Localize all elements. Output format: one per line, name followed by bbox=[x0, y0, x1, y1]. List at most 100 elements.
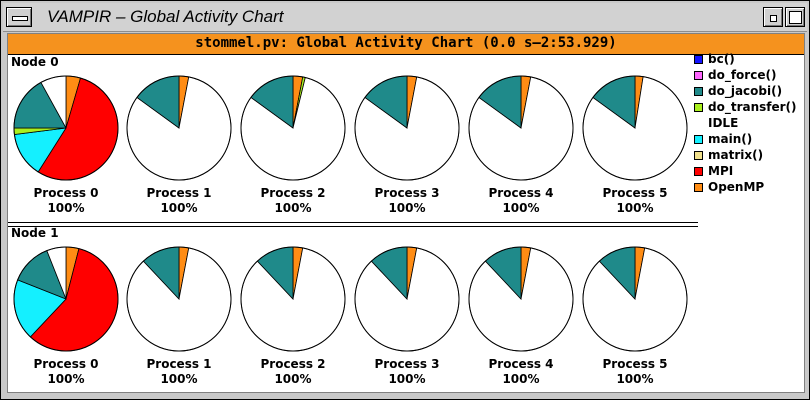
process-name: Process 3 bbox=[374, 357, 440, 371]
process-percent: 100% bbox=[274, 372, 312, 386]
pie-outline bbox=[582, 246, 688, 352]
node-label-0: Node 0 bbox=[11, 55, 59, 69]
process-percent: 100% bbox=[502, 201, 540, 215]
pie-node-1-process-2[interactable] bbox=[239, 245, 347, 353]
legend-swatch bbox=[694, 119, 703, 128]
process-label: Process 0 100% bbox=[11, 357, 121, 387]
process-percent: 100% bbox=[160, 372, 198, 386]
process-percent: 100% bbox=[388, 372, 426, 386]
pie-node-0-process-5[interactable] bbox=[581, 74, 689, 182]
process-label: Process 5 100% bbox=[580, 357, 690, 387]
process-name: Process 1 bbox=[146, 186, 212, 200]
node-label-1: Node 1 bbox=[11, 226, 59, 240]
pie-node-0-process-4[interactable] bbox=[467, 74, 575, 182]
minimize-glyph bbox=[770, 15, 777, 22]
pie-outline bbox=[354, 246, 460, 352]
process-label: Process 2 100% bbox=[238, 186, 348, 216]
legend-item[interactable]: main() bbox=[694, 132, 802, 148]
process-percent: 100% bbox=[616, 372, 654, 386]
legend: bc() do_force() do_jacobi() do_transfer() ID… bbox=[694, 52, 802, 196]
chart-header: stommel.pv: Global Activity Chart (0.0 s… bbox=[8, 34, 804, 55]
title-bar[interactable]: VAMPIR – Global Activity Chart bbox=[3, 3, 807, 32]
pie-node-0-process-3[interactable] bbox=[353, 74, 461, 182]
process-percent: 100% bbox=[388, 201, 426, 215]
process-percent: 100% bbox=[47, 201, 85, 215]
pie-outline bbox=[468, 246, 574, 352]
window-title: VAMPIR – Global Activity Chart bbox=[47, 7, 284, 26]
process-label: Process 3 100% bbox=[352, 186, 462, 216]
legend-item[interactable]: MPI bbox=[694, 164, 802, 180]
legend-label: main() bbox=[708, 132, 753, 146]
legend-swatch bbox=[694, 151, 703, 160]
pie-node-1-process-4[interactable] bbox=[467, 245, 575, 353]
legend-label: matrix() bbox=[708, 148, 764, 162]
process-name: Process 0 bbox=[33, 357, 99, 371]
legend-item[interactable]: IDLE bbox=[694, 116, 802, 132]
legend-item[interactable]: bc() bbox=[694, 52, 802, 68]
window-menu-icon[interactable] bbox=[6, 7, 32, 27]
legend-item[interactable]: do_transfer() bbox=[694, 100, 802, 116]
legend-item[interactable]: do_jacobi() bbox=[694, 84, 802, 100]
pie-outline bbox=[582, 75, 688, 181]
pie-node-1-process-1[interactable] bbox=[125, 245, 233, 353]
pie-node-0-process-0[interactable] bbox=[12, 74, 120, 182]
menu-bar-glyph bbox=[12, 16, 28, 21]
process-name: Process 1 bbox=[146, 357, 212, 371]
process-label: Process 5 100% bbox=[580, 186, 690, 216]
process-percent: 100% bbox=[47, 372, 85, 386]
process-percent: 100% bbox=[274, 201, 312, 215]
pie-node-1-process-3[interactable] bbox=[353, 245, 461, 353]
minimize-icon[interactable] bbox=[763, 7, 783, 27]
process-name: Process 4 bbox=[488, 357, 554, 371]
legend-swatch bbox=[694, 183, 703, 192]
chart-header-text: stommel.pv: Global Activity Chart (0.0 s… bbox=[195, 35, 617, 51]
chart-area: stommel.pv: Global Activity Chart (0.0 s… bbox=[7, 33, 805, 393]
process-percent: 100% bbox=[160, 201, 198, 215]
process-name: Process 5 bbox=[602, 357, 668, 371]
process-label: Process 4 100% bbox=[466, 186, 576, 216]
legend-item[interactable]: do_force() bbox=[694, 68, 802, 84]
pie-outline bbox=[240, 246, 346, 352]
legend-label: OpenMP bbox=[708, 180, 765, 194]
legend-swatch bbox=[694, 103, 703, 112]
legend-label: do_transfer() bbox=[708, 100, 797, 114]
process-percent: 100% bbox=[616, 201, 654, 215]
process-label: Process 0 100% bbox=[11, 186, 121, 216]
legend-swatch bbox=[694, 167, 703, 176]
pie-outline bbox=[126, 246, 232, 352]
legend-label: IDLE bbox=[708, 116, 739, 130]
process-label: Process 4 100% bbox=[466, 357, 576, 387]
pie-node-1-process-5[interactable] bbox=[581, 245, 689, 353]
process-name: Process 4 bbox=[488, 186, 554, 200]
pie-outline bbox=[468, 75, 574, 181]
process-label: Process 1 100% bbox=[124, 357, 234, 387]
pie-outline bbox=[13, 246, 119, 352]
process-label: Process 2 100% bbox=[238, 357, 348, 387]
pie-node-0-process-2[interactable] bbox=[239, 74, 347, 182]
pie-outline bbox=[354, 75, 460, 181]
process-name: Process 3 bbox=[374, 186, 440, 200]
legend-label: do_jacobi() bbox=[708, 84, 783, 98]
legend-item[interactable]: OpenMP bbox=[694, 180, 802, 196]
legend-label: do_force() bbox=[708, 68, 777, 82]
pie-node-0-process-1[interactable] bbox=[125, 74, 233, 182]
legend-swatch bbox=[694, 87, 703, 96]
maximize-icon[interactable] bbox=[785, 7, 805, 27]
maximize-glyph bbox=[789, 11, 802, 24]
process-name: Process 2 bbox=[260, 357, 326, 371]
process-name: Process 5 bbox=[602, 186, 668, 200]
process-label: Process 1 100% bbox=[124, 186, 234, 216]
legend-swatch bbox=[694, 55, 703, 64]
legend-swatch bbox=[694, 71, 703, 80]
legend-label: MPI bbox=[708, 164, 734, 178]
node-divider bbox=[8, 222, 698, 227]
legend-swatch bbox=[694, 135, 703, 144]
pie-outline bbox=[13, 75, 119, 181]
process-name: Process 2 bbox=[260, 186, 326, 200]
pie-node-1-process-0[interactable] bbox=[12, 245, 120, 353]
process-label: Process 3 100% bbox=[352, 357, 462, 387]
legend-item[interactable]: matrix() bbox=[694, 148, 802, 164]
pie-outline bbox=[126, 75, 232, 181]
process-percent: 100% bbox=[502, 372, 540, 386]
